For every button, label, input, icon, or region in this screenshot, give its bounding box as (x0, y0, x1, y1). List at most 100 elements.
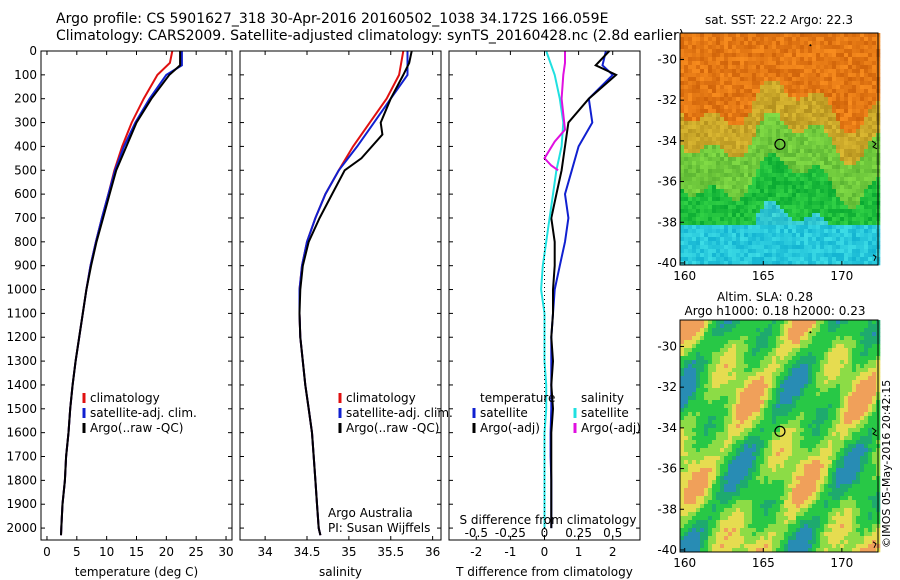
map-cell (864, 101, 869, 106)
map-cell (728, 257, 733, 262)
map-cell (780, 121, 785, 126)
map-cell (832, 209, 837, 214)
map-cell (704, 344, 709, 349)
map-cell (696, 392, 701, 397)
y-tick-label: -30 (657, 52, 677, 66)
map-cell (840, 396, 845, 401)
map-cell (868, 105, 873, 110)
map-cell (772, 89, 777, 94)
map-cell (700, 328, 705, 333)
map-cell (704, 253, 709, 258)
map-cell (836, 448, 841, 453)
map-cell (796, 161, 801, 166)
map-cell (852, 49, 857, 54)
map-cell (772, 348, 777, 353)
map-cell (720, 77, 725, 82)
map-cell (712, 169, 717, 174)
map-cell (768, 189, 773, 194)
map-cell (692, 253, 697, 258)
map-cell (712, 380, 717, 385)
map-cell (732, 77, 737, 82)
map-cell (716, 432, 721, 437)
map-cell (828, 197, 833, 202)
map-cell (752, 348, 757, 353)
map-cell (688, 237, 693, 242)
map-cell (828, 73, 833, 78)
map-cell (788, 89, 793, 94)
map-cell (784, 241, 789, 246)
map-cell (744, 372, 749, 377)
map-cell (688, 209, 693, 214)
map-cell (736, 241, 741, 246)
map-cell (824, 125, 829, 130)
map-cell (852, 157, 857, 162)
map-cell (820, 85, 825, 90)
map-cell (728, 81, 733, 86)
map-cell (700, 141, 705, 146)
map-cell (716, 177, 721, 182)
map-cell (848, 344, 853, 349)
map-cell (828, 165, 833, 170)
map-cell (868, 97, 873, 102)
map-cell (716, 65, 721, 70)
map-cell (772, 169, 777, 174)
map-cell (720, 177, 725, 182)
map-cell (688, 57, 693, 62)
map-cell (796, 368, 801, 373)
map-cell (708, 364, 713, 369)
map-cell (756, 356, 761, 361)
series-line-salinity-satellite (540, 50, 565, 529)
map-cell (732, 41, 737, 46)
map-cell (828, 396, 833, 401)
map-cell (792, 65, 797, 70)
map-cell (712, 125, 717, 130)
map-cell (776, 33, 781, 38)
map-cell (820, 33, 825, 38)
map-cell (800, 380, 805, 385)
map-cell (844, 145, 849, 150)
map-cell (804, 360, 809, 365)
map-cell (696, 348, 701, 353)
map-cell (700, 233, 705, 238)
map-cell (848, 440, 853, 445)
map-cell (756, 376, 761, 381)
map-cell (836, 137, 841, 142)
map-cell (852, 400, 857, 405)
map-cell (740, 388, 745, 393)
map-cell (852, 117, 857, 122)
map-cell (756, 73, 761, 78)
map-cell (704, 432, 709, 437)
map-cell (784, 201, 789, 206)
map-cell (824, 408, 829, 413)
map-cell (688, 217, 693, 222)
map-cell (808, 185, 813, 190)
map-cell (764, 109, 769, 114)
map-cell (824, 225, 829, 230)
map-cell (740, 348, 745, 353)
map-cell (820, 145, 825, 150)
map-cell (708, 440, 713, 445)
map-cell (732, 384, 737, 389)
map-cell (824, 348, 829, 353)
map-cell (772, 400, 777, 405)
map-cell (824, 61, 829, 66)
map-cell (740, 332, 745, 337)
map-cell (704, 217, 709, 222)
map-cell (708, 77, 713, 82)
map-cell (708, 89, 713, 94)
map-cell (848, 185, 853, 190)
map-cell (768, 165, 773, 170)
map-cell (712, 225, 717, 230)
map-cell (760, 400, 765, 405)
map-cell (820, 229, 825, 234)
map-cell (868, 133, 873, 138)
map-cell (732, 456, 737, 461)
map-cell (852, 448, 857, 453)
map-cell (808, 444, 813, 449)
map-cell (760, 364, 765, 369)
map-cell (844, 53, 849, 58)
map-cell (756, 65, 761, 70)
map-cell (712, 209, 717, 214)
map-cell (812, 165, 817, 170)
map-cell (800, 229, 805, 234)
